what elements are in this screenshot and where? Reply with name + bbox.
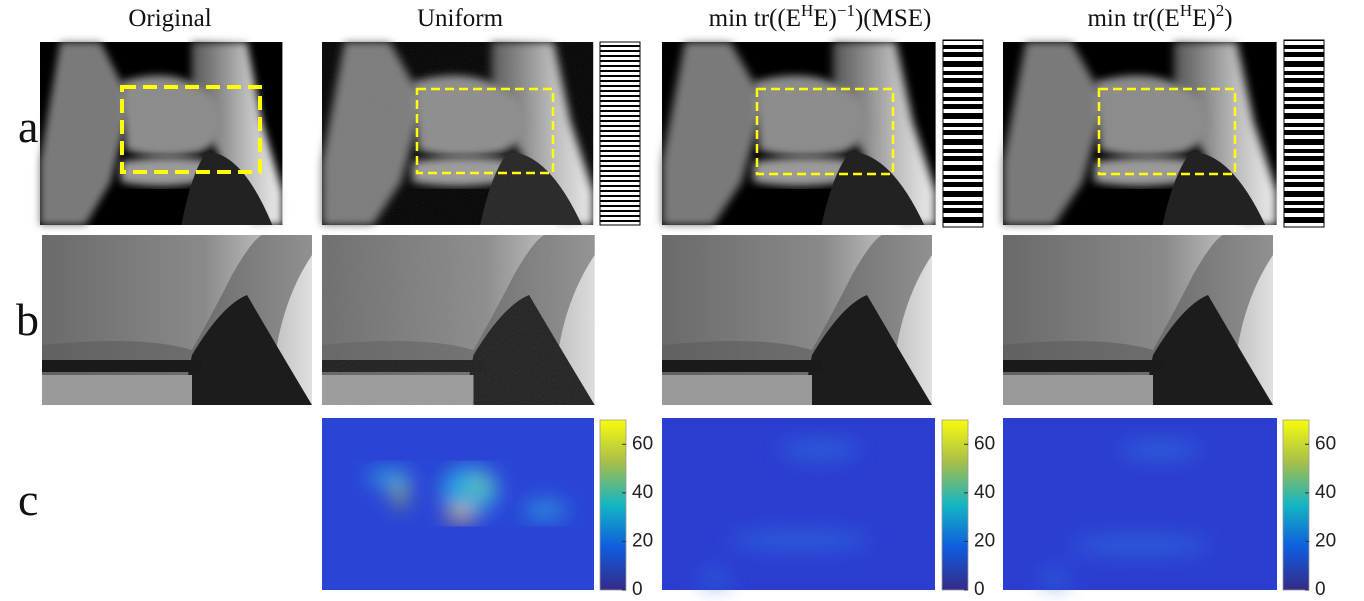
zoom-image bbox=[322, 235, 595, 405]
colorbar-tick-label: 0 bbox=[632, 579, 643, 600]
colorbar-tick-label: 60 bbox=[632, 433, 653, 454]
page: {"columns": [ {"title": [{"text": "Origi… bbox=[0, 0, 1364, 601]
error-map bbox=[322, 418, 594, 590]
title-part: ) bbox=[1224, 5, 1232, 32]
colorbar-tick-label: 0 bbox=[1315, 579, 1326, 600]
colorbar-tick-label: 20 bbox=[1315, 530, 1336, 551]
column-title: Uniform bbox=[417, 5, 504, 32]
title-part: min tr((E bbox=[1087, 5, 1179, 32]
title-part: Uniform bbox=[417, 5, 504, 32]
title-part: min tr((E bbox=[709, 5, 801, 32]
colorbar-tick-label: 40 bbox=[1315, 482, 1336, 503]
zoom-image bbox=[662, 235, 932, 405]
zoom-image bbox=[42, 235, 312, 405]
row-label: b bbox=[16, 294, 39, 345]
sampling-pattern bbox=[600, 42, 640, 225]
error-map bbox=[1003, 418, 1277, 590]
mri-image bbox=[662, 42, 936, 225]
colorbar bbox=[1283, 420, 1309, 590]
colorbar-tick-label: 20 bbox=[632, 530, 653, 551]
title-superscript: H bbox=[1180, 1, 1192, 20]
colorbar-tick-label: 20 bbox=[974, 530, 995, 551]
row-label: a bbox=[18, 101, 38, 152]
colorbar-tick-label: 40 bbox=[974, 482, 995, 503]
colorbar-tick-label: 60 bbox=[1315, 433, 1336, 454]
colorbar bbox=[942, 420, 968, 590]
title-superscript: 2 bbox=[1216, 1, 1225, 20]
colorbar-tick-label: 40 bbox=[632, 482, 653, 503]
mri-image bbox=[1003, 42, 1277, 225]
column-title: Original bbox=[128, 5, 211, 32]
error-map bbox=[662, 418, 935, 590]
colorbar-tick-label: 60 bbox=[974, 433, 995, 454]
mri-image bbox=[40, 42, 282, 225]
sampling-pattern bbox=[943, 40, 983, 227]
title-part: E) bbox=[1192, 5, 1216, 32]
row-label: c bbox=[18, 474, 38, 525]
zoom-image bbox=[1003, 235, 1273, 405]
title-part: Original bbox=[128, 5, 211, 32]
column-title: min tr((EHE)2) bbox=[1087, 1, 1232, 32]
title-superscript: H bbox=[801, 1, 813, 20]
column-title: min tr((EHE)−1)(MSE) bbox=[709, 1, 932, 32]
title-superscript: −1 bbox=[837, 1, 855, 20]
title-part: E) bbox=[813, 5, 837, 32]
figure: Original Uniform min tr((EHE)−1)(MSE) mi… bbox=[0, 0, 1364, 601]
colorbar-tick-label: 0 bbox=[974, 579, 985, 600]
mri-image bbox=[322, 42, 594, 225]
sampling-pattern bbox=[1284, 40, 1324, 227]
colorbar bbox=[600, 420, 626, 590]
title-part: )(MSE) bbox=[855, 5, 931, 32]
